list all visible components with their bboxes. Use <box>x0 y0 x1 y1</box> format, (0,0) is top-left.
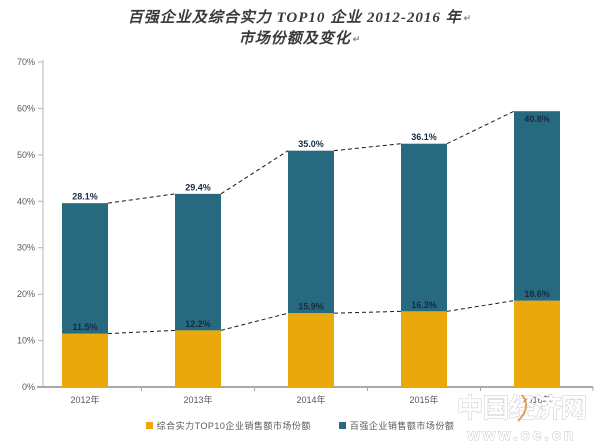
data-label-top100: 28.1% <box>72 192 98 202</box>
bar-segment-top10-2014年 <box>288 313 334 387</box>
connector-total-dashed-line <box>446 110 515 145</box>
connector-total-dashed-line <box>107 193 176 204</box>
legend-item-top100: 百强企业销售额市场份额 <box>338 419 455 432</box>
return-mark-icon: ↵ <box>463 13 473 23</box>
chart-title: 百强企业及综合实力 TOP10 企业 2012-2016 年 ↵ 市场份额及变化 ↵ <box>0 8 600 50</box>
y-axis-tick-label: 40% <box>17 196 35 206</box>
y-axis-tick-label: 30% <box>17 243 35 253</box>
data-label-top10: 18.6% <box>524 289 550 299</box>
legend-swatch-icon <box>145 422 153 429</box>
connector-total-dashed-line <box>333 143 402 152</box>
data-label-top10: 16.3% <box>411 300 437 310</box>
data-label-top10: 12.2% <box>185 319 211 329</box>
legend-label: 百强企业销售额市场份额 <box>349 421 455 431</box>
legend-swatch-icon <box>338 422 346 429</box>
x-axis-category-label: 2014年 <box>296 394 325 405</box>
bar-segment-top100-2015年 <box>401 143 447 312</box>
connector-top10-dashed-line <box>446 300 515 312</box>
bar-segment-top10-2015年 <box>401 311 447 387</box>
return-mark-icon: ↵ <box>352 34 362 44</box>
y-axis-tick-label: 60% <box>17 103 35 113</box>
chart-legend: 综合实力TOP10企业销售额市场份额 百强企业销售额市场份额 <box>0 419 600 432</box>
bar-segment-top10-2013年 <box>175 330 221 387</box>
chart-title-line2: 市场份额及变化 ↵ <box>0 29 600 50</box>
watermark: 中国经济网 www.ce.cn <box>456 393 587 445</box>
chart-title-line1: 百强企业及综合实力 TOP10 企业 2012-2016 年 ↵ <box>0 8 600 29</box>
bar-segment-top100-2016年 <box>514 111 560 301</box>
watermark-site-name: 中国经济网 <box>457 393 587 423</box>
y-axis-tick-label: 70% <box>17 57 35 67</box>
bar-segment-top100-2013年 <box>175 193 221 331</box>
bar-segment-top100-2014年 <box>288 150 334 314</box>
bar-segment-top100-2012年 <box>62 203 108 334</box>
y-axis-tick-label: 0% <box>22 382 35 392</box>
watermark-accent <box>517 394 528 422</box>
data-label-top100: 29.4% <box>185 182 211 192</box>
y-axis-tick-label: 20% <box>17 289 35 299</box>
connector-total-dashed-line <box>220 150 289 195</box>
data-label-top10: 11.5% <box>72 322 97 332</box>
watermark-site-url: www.ce.cn <box>466 427 576 444</box>
chart-title-line2-text: 市场份额及变化 <box>238 31 351 47</box>
legend-label: 综合实力TOP10企业销售额市场份额 <box>156 421 311 431</box>
x-axis-category-label: 2013年 <box>183 394 212 405</box>
bar-segment-top10-2012年 <box>62 333 108 387</box>
y-axis-tick-label: 10% <box>17 336 35 346</box>
data-label-top100: 40.8% <box>524 114 550 124</box>
chart-title-line1-text: 百强企业及综合实力 TOP10 企业 2012-2016 年 <box>127 10 462 26</box>
connector-top10-dashed-line <box>220 312 289 331</box>
y-axis-tick-label: 50% <box>17 150 35 160</box>
data-label-top100: 35.0% <box>298 139 324 149</box>
legend-item-top10: 综合实力TOP10企业销售额市场份额 <box>145 419 311 432</box>
data-label-top100: 36.1% <box>411 132 437 142</box>
x-axis-category-label: 2016年 <box>522 394 551 405</box>
connector-top10-dashed-line <box>333 310 402 314</box>
x-axis-category-label: 2015年 <box>409 394 438 405</box>
data-label-top10: 15.9% <box>298 302 324 312</box>
connector-top10-dashed-line <box>107 329 176 335</box>
bar-segment-top10-2016年 <box>514 300 560 387</box>
x-axis-category-label: 2012年 <box>70 394 99 405</box>
